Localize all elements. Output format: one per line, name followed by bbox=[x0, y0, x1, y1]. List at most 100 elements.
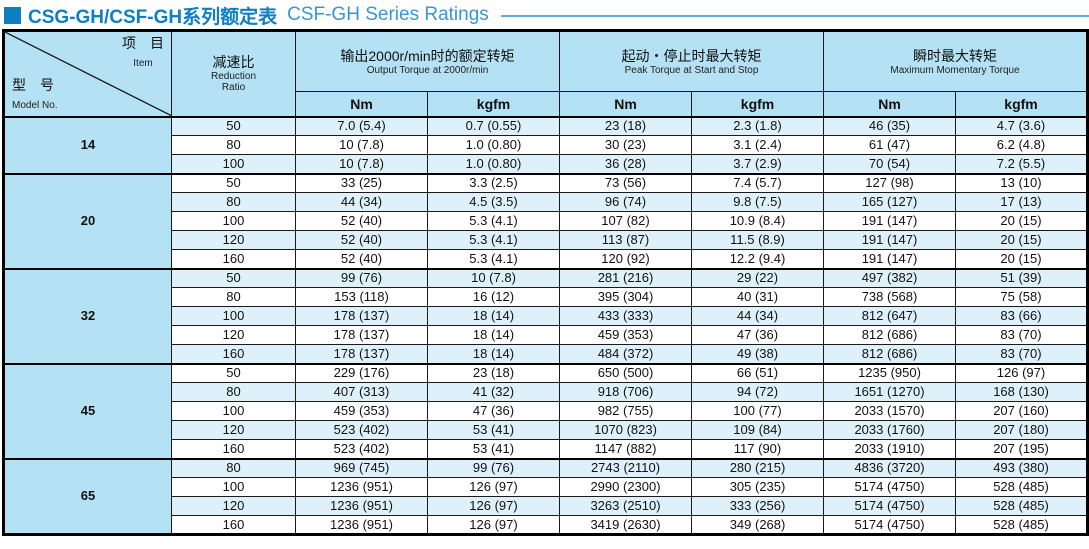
corner-header-cell: 项 目 Item 型 号 Model No. bbox=[3, 30, 172, 117]
reduction-ratio-cell: 160 bbox=[171, 344, 296, 364]
torque-value-cell: 5.3 (4.1) bbox=[426, 249, 561, 269]
torque-value-cell: 7.2 (5.5) bbox=[955, 154, 1089, 174]
torque-value-cell: 433 (333) bbox=[559, 306, 693, 326]
torque-value-cell: 4836 (3720) bbox=[823, 457, 957, 478]
torque-value-cell: 528 (485) bbox=[955, 515, 1089, 535]
torque-value-cell: 75 (58) bbox=[955, 287, 1089, 307]
torque-value-cell: 407 (313) bbox=[295, 382, 428, 402]
torque-value-cell: 918 (706) bbox=[559, 382, 693, 402]
reduction-ratio-cell: 80 bbox=[171, 192, 296, 212]
torque-value-cell: 12.2 (9.4) bbox=[691, 249, 825, 269]
torque-value-cell: 120 (92) bbox=[559, 249, 693, 269]
torque-value-cell: 11.5 (8.9) bbox=[691, 230, 825, 250]
torque-value-cell: 493 (380) bbox=[955, 457, 1089, 478]
torque-value-cell: 30 (23) bbox=[559, 135, 693, 155]
table-row: 100 52 (40) 5.3 (4.1) 107 (82) 10.9 (8.4) 191… bbox=[4, 211, 1089, 231]
torque-value-cell: 5174 (4750) bbox=[823, 477, 957, 497]
model-label-cn: 型 号 bbox=[12, 76, 54, 93]
torque-value-cell: 33 (25) bbox=[295, 172, 428, 193]
torque-value-cell: 982 (755) bbox=[559, 401, 693, 421]
torque-value-cell: 0.7 (0.55) bbox=[426, 115, 561, 136]
torque-value-cell: 523 (402) bbox=[295, 420, 428, 440]
model-no-cell: 65 bbox=[3, 457, 172, 535]
torque-value-cell: 41 (32) bbox=[426, 382, 561, 402]
torque-value-cell: 2033 (1910) bbox=[823, 439, 957, 459]
item-label-en: Item bbox=[133, 58, 153, 69]
torque-value-cell: 83 (70) bbox=[955, 344, 1089, 364]
torque-value-cell: 812 (686) bbox=[823, 325, 957, 345]
reduction-ratio-cell: 50 bbox=[171, 172, 296, 193]
title-rule-divider bbox=[500, 15, 1089, 17]
torque-value-cell: 2.3 (1.8) bbox=[691, 115, 825, 136]
torque-value-cell: 52 (40) bbox=[295, 249, 428, 269]
torque-value-cell: 36 (28) bbox=[559, 154, 693, 174]
table-row: 100 10 (7.8) 1.0 (0.80) 36 (28) 3.7 (2.9) 70 … bbox=[4, 154, 1089, 174]
reduction-ratio-cell: 100 bbox=[171, 211, 296, 231]
torque-value-cell: 70 (54) bbox=[823, 154, 957, 174]
reduction-ratio-cell: 80 bbox=[171, 287, 296, 307]
torque-value-cell: 1147 (882) bbox=[559, 439, 693, 459]
torque-value-cell: 53 (41) bbox=[426, 420, 561, 440]
output-torque-header: 输出2000r/min时的额定转矩 Output Torque at 2000r… bbox=[294, 30, 561, 92]
table-row: 100 459 (353) 47 (36) 982 (755) 100 (77) 2033… bbox=[4, 401, 1089, 421]
table-row: 120 523 (402) 53 (41) 1070 (823) 109 (84) 203… bbox=[4, 420, 1089, 440]
torque-value-cell: 1651 (1270) bbox=[823, 382, 957, 402]
reduction-ratio-cell: 80 bbox=[171, 135, 296, 155]
torque-value-cell: 29 (22) bbox=[691, 267, 825, 288]
page-title: CSG-GH/CSF-GH系列额定表 bbox=[28, 6, 278, 28]
torque-value-cell: 528 (485) bbox=[955, 477, 1089, 497]
torque-value-cell: 523 (402) bbox=[295, 439, 428, 459]
model-label-en: Model No. bbox=[12, 99, 58, 111]
torque-value-cell: 812 (686) bbox=[823, 344, 957, 364]
section-title-bar: CSG-GH/CSF-GH系列额定表 CSF-GH Series Ratings bbox=[0, 0, 1089, 28]
torque-value-cell: 178 (137) bbox=[295, 325, 428, 345]
torque-value-cell: 281 (216) bbox=[559, 267, 693, 288]
torque-value-cell: 207 (195) bbox=[955, 439, 1089, 459]
unit-header-kgfm-1: kgfm bbox=[426, 91, 561, 118]
corner-model-label: 型 号 Model No. bbox=[12, 77, 58, 113]
torque-value-cell: 127 (98) bbox=[823, 172, 957, 193]
torque-value-cell: 168 (130) bbox=[955, 382, 1089, 402]
torque-value-cell: 66 (51) bbox=[691, 362, 825, 383]
table-row: 100 178 (137) 18 (14) 433 (333) 44 (34) 812 (… bbox=[4, 306, 1089, 326]
torque-value-cell: 18 (14) bbox=[426, 325, 561, 345]
torque-value-cell: 1236 (951) bbox=[295, 477, 428, 497]
torque-value-cell: 99 (76) bbox=[295, 267, 428, 288]
model-no-cell: 20 bbox=[3, 172, 172, 269]
reduction-ratio-cell: 50 bbox=[171, 362, 296, 383]
reduction-ratio-cell: 160 bbox=[171, 439, 296, 459]
table-row: 120 1236 (951) 126 (97) 3263 (2510) 333 (256… bbox=[4, 496, 1089, 516]
torque-value-cell: 10 (7.8) bbox=[295, 154, 428, 174]
torque-value-cell: 10 (7.8) bbox=[426, 267, 561, 288]
reduction-ratio-cell: 80 bbox=[171, 457, 296, 478]
table-row: 160 178 (137) 18 (14) 484 (372) 49 (38) 812 (… bbox=[4, 344, 1089, 364]
table-row: 32 50 99 (76) 10 (7.8) 281 (216) 29 (22) 497 (… bbox=[3, 267, 1089, 364]
torque-value-cell: 51 (39) bbox=[955, 267, 1089, 288]
torque-value-cell: 5174 (4750) bbox=[823, 515, 957, 535]
torque-value-cell: 83 (70) bbox=[955, 325, 1089, 345]
torque-value-cell: 207 (160) bbox=[955, 401, 1089, 421]
reduction-ratio-cell: 120 bbox=[171, 230, 296, 250]
torque-value-cell: 113 (87) bbox=[559, 230, 693, 250]
torque-value-cell: 3263 (2510) bbox=[559, 496, 693, 516]
title-bullet-icon bbox=[4, 6, 21, 24]
reduction-ratio-cell: 100 bbox=[171, 306, 296, 326]
torque-value-cell: 191 (147) bbox=[823, 230, 957, 250]
torque-value-cell: 18 (14) bbox=[426, 344, 561, 364]
torque-value-cell: 4.5 (3.5) bbox=[426, 192, 561, 212]
model-no-cell: 32 bbox=[3, 267, 172, 364]
reduction-ratio-cell: 50 bbox=[171, 115, 296, 136]
unit-header-nm-3: Nm bbox=[823, 91, 957, 118]
torque-value-cell: 126 (97) bbox=[426, 477, 561, 497]
torque-value-cell: 178 (137) bbox=[295, 344, 428, 364]
torque-value-cell: 7.4 (5.7) bbox=[691, 172, 825, 193]
table-row: 65 80 969 (745) 99 (76) 2743 (2110) 280 (215)… bbox=[3, 457, 1089, 535]
torque-value-cell: 49 (38) bbox=[691, 344, 825, 364]
torque-value-cell: 126 (97) bbox=[426, 515, 561, 535]
torque-value-cell: 20 (15) bbox=[955, 211, 1089, 231]
torque-value-cell: 17 (13) bbox=[955, 192, 1089, 212]
table-row: 20 50 33 (25) 3.3 (2.5) 73 (56) 7.4 (5.7) 127 … bbox=[3, 172, 1089, 269]
table-row: 80 153 (118) 16 (12) 395 (304) 40 (31) 738 (5… bbox=[4, 287, 1089, 307]
torque-value-cell: 1070 (823) bbox=[559, 420, 693, 440]
torque-value-cell: 2743 (2110) bbox=[559, 457, 693, 478]
